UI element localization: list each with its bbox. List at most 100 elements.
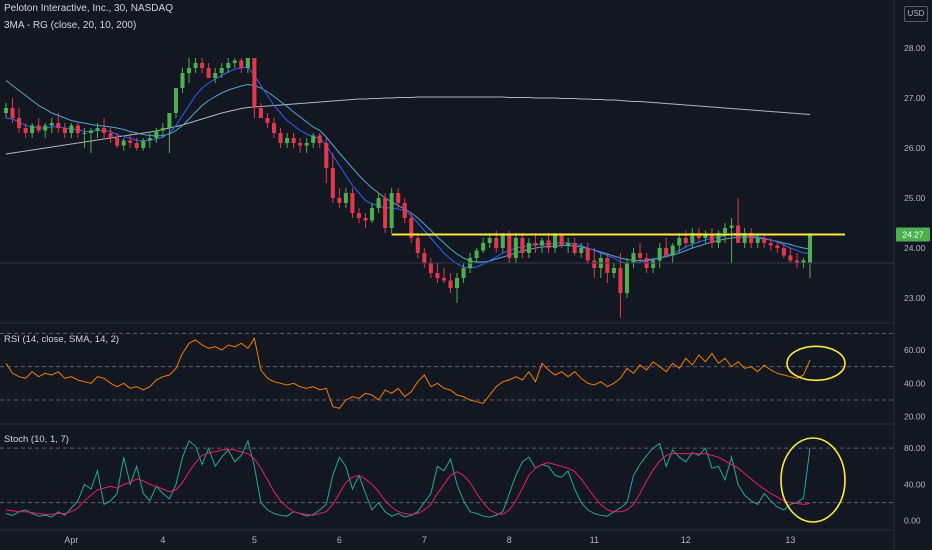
price-tick-label: 28.00 (904, 43, 926, 53)
candle-body (245, 58, 250, 68)
time-tick-label: 13 (785, 535, 795, 545)
candle-body (533, 243, 538, 246)
candle-body (448, 280, 453, 288)
candle-body (402, 203, 407, 218)
candle-body (500, 235, 505, 248)
candle-body (363, 218, 368, 221)
rsi-tick-label: 20.00 (904, 412, 926, 422)
stoch-k-line (5, 439, 811, 518)
candle-body (324, 143, 329, 168)
candle-body (173, 88, 178, 113)
rsi-legend: RSI (14, close, SMA, 14, 2) (4, 334, 119, 345)
time-tick-label: 6 (337, 535, 342, 545)
candle-body (677, 238, 682, 246)
rsi-highlight-ellipse (786, 345, 846, 382)
candle-body (539, 240, 545, 246)
candle-body (788, 255, 793, 261)
stoch-highlight-ellipse (780, 437, 846, 523)
candle-body (108, 133, 113, 138)
candle-body (428, 263, 433, 273)
candle-body (559, 235, 564, 246)
candle-body (611, 268, 616, 273)
candle-body (520, 238, 525, 253)
candle-body (775, 245, 780, 248)
candle-body (409, 218, 414, 238)
candle-body (487, 238, 492, 243)
candle-body (186, 68, 192, 73)
ma-legend: 3MA - RG (close, 20, 10, 200) (4, 20, 137, 31)
candle-body (62, 128, 67, 133)
candle-body (3, 108, 9, 113)
price-tick-label: 25.00 (904, 193, 926, 203)
candle-body (141, 140, 146, 148)
candle-body (49, 123, 54, 126)
candle-body (56, 123, 61, 128)
candle-body (546, 240, 551, 248)
chart-title: Peloton Interactive, Inc., 30, NASDAQ (4, 3, 173, 14)
currency-button[interactable]: USD (904, 6, 928, 22)
price-tick-label: 23.00 (904, 293, 926, 303)
candle-body (683, 238, 688, 243)
grid (0, 0, 895, 550)
candle-body (252, 58, 257, 108)
candle-body (167, 113, 172, 128)
candle-body (147, 138, 152, 141)
rsi-line (5, 337, 811, 409)
candle-body (206, 68, 211, 78)
time-tick-label: Apr (64, 535, 78, 545)
candle-body (389, 193, 394, 228)
stoch-tick-label: 80.00 (904, 443, 926, 453)
last-price-tag (896, 227, 930, 242)
rsi-tick-label: 40.00 (904, 378, 926, 388)
candle-body (657, 248, 662, 261)
candle-body (513, 238, 518, 258)
candle-body (213, 73, 218, 78)
candle-body (690, 233, 695, 243)
candle-body (709, 235, 714, 243)
candle-body (36, 125, 41, 131)
candle-body (494, 238, 499, 248)
candle-body (30, 125, 35, 133)
candle-body (304, 143, 309, 146)
candle-body (638, 253, 643, 258)
candle-body (664, 248, 669, 256)
candle-body (160, 128, 165, 131)
candle-body (291, 138, 296, 143)
candle-body (265, 118, 270, 123)
candle-body (285, 138, 290, 143)
stoch-pane: Stoch (10, 1, 7) (0, 434, 894, 518)
candle-body (69, 125, 74, 133)
candle-body (507, 235, 512, 258)
ma-10-line (5, 66, 810, 269)
price-tick-label: 27.00 (904, 93, 926, 103)
candle-body (755, 238, 760, 243)
time-tick-label: 12 (681, 535, 691, 545)
candle-body (585, 248, 590, 261)
price-axis[interactable]: 28.00 27.00 26.00 25.00 24.00 23.00 60.00 40.00… (896, 43, 930, 526)
time-tick-label: 8 (507, 535, 512, 545)
last-price-label: 24.27 (902, 230, 924, 240)
candle-body (729, 225, 734, 228)
candle-body (807, 234, 813, 263)
candle-body (82, 133, 87, 134)
candle-body (193, 63, 198, 68)
price-tick-label: 24.00 (904, 243, 926, 253)
candle-body (317, 135, 322, 143)
time-axis: Apr 4 5 6 7 8 11 12 13 (64, 535, 795, 545)
rsi-tick-label: 60.00 (904, 345, 926, 355)
candle-body (343, 193, 348, 203)
candle-body (75, 125, 80, 133)
candle-body (383, 198, 388, 228)
candle-body (102, 128, 107, 133)
candle-body (441, 278, 446, 281)
candle-body (716, 233, 721, 243)
candle-body (579, 248, 584, 253)
candle-body (370, 208, 375, 221)
candle-body (624, 263, 630, 293)
candle-body (154, 130, 159, 138)
candle-body (526, 243, 531, 253)
candle-body (17, 118, 22, 128)
candle-body (801, 260, 806, 263)
candle-body (454, 278, 460, 288)
